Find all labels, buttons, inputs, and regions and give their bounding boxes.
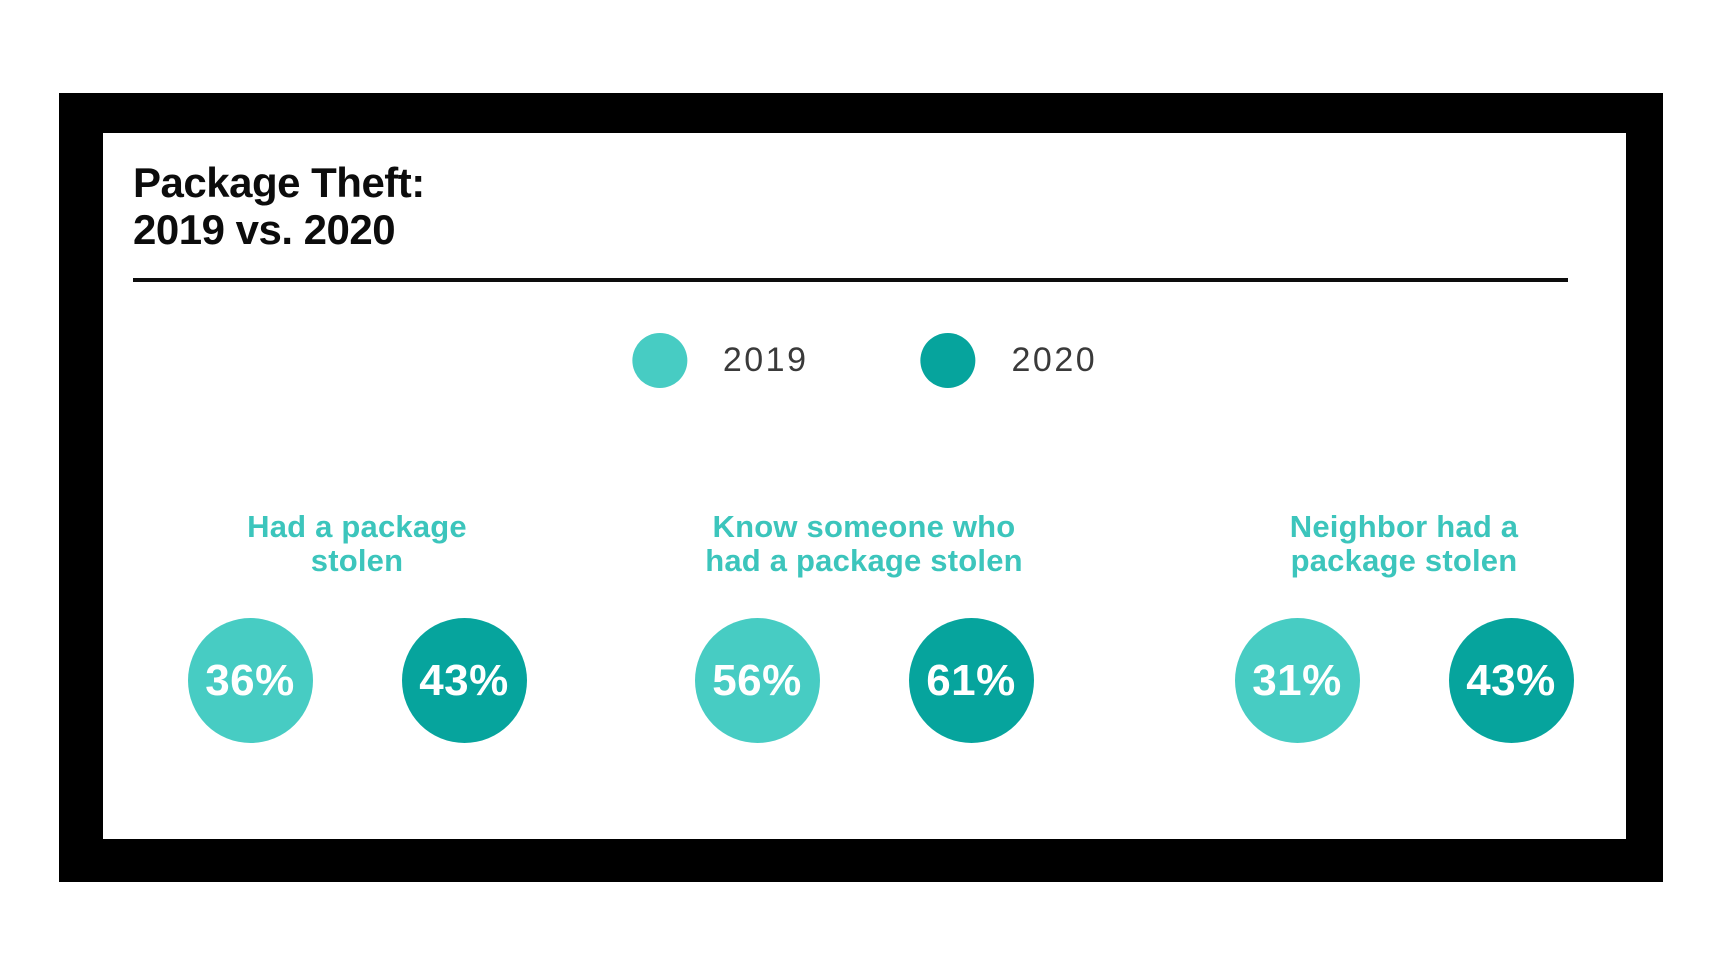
stat-circle-2019: 31% <box>1234 618 1360 743</box>
title-line-1: Package Theft: <box>133 159 425 206</box>
stat-value: 31% <box>1252 655 1342 705</box>
stat-value: 56% <box>712 655 802 705</box>
group-heading-line-2: package stolen <box>1290 543 1518 578</box>
group-heading-line-2: had a package stolen <box>705 543 1023 578</box>
chart-card: Package Theft: 2019 vs. 2020 2019 2020 H… <box>103 133 1626 839</box>
legend-swatch-2019-icon <box>631 333 687 388</box>
legend-label-2019: 2019 <box>722 341 809 379</box>
stat-value: 61% <box>926 655 1016 705</box>
stat-value: 43% <box>1466 655 1556 705</box>
stat-value: 43% <box>419 655 509 705</box>
stat-circle-2020: 43% <box>401 618 527 743</box>
circle-pair: 56% 61% <box>694 618 1034 743</box>
group-heading: Neighbor had a package stolen <box>1290 510 1518 578</box>
circle-pair: 31% 43% <box>1234 618 1574 743</box>
legend-item-2019: 2019 <box>631 333 809 388</box>
circle-pair: 36% 43% <box>187 618 527 743</box>
legend: 2019 2020 <box>631 333 1098 388</box>
group-heading: Had a package stolen <box>247 510 467 578</box>
black-frame: Package Theft: 2019 vs. 2020 2019 2020 H… <box>59 93 1663 882</box>
group-heading-line-1: Had a package <box>247 509 467 544</box>
legend-swatch-2020-icon <box>920 333 976 388</box>
title-line-2: 2019 vs. 2020 <box>133 206 396 253</box>
category-group-know-someone: Know someone who had a package stolen 56… <box>624 510 1104 743</box>
group-heading-line-1: Neighbor had a <box>1289 509 1519 544</box>
category-group-neighbor: Neighbor had a package stolen 31% 43% <box>1164 510 1644 743</box>
group-heading-line-1: Know someone who <box>712 509 1016 544</box>
group-heading-line-2: stolen <box>310 543 404 578</box>
category-group-had-package-stolen: Had a package stolen 36% 43% <box>117 510 597 743</box>
stat-value: 36% <box>205 655 295 705</box>
stat-circle-2020: 61% <box>908 618 1034 743</box>
stat-circle-2019: 36% <box>187 618 313 743</box>
stat-circle-2019: 56% <box>694 618 820 743</box>
group-heading: Know someone who had a package stolen <box>705 510 1023 578</box>
stat-circle-2020: 43% <box>1448 618 1574 743</box>
divider-line <box>133 278 1568 282</box>
legend-item-2020: 2020 <box>920 333 1098 388</box>
legend-label-2020: 2020 <box>1011 341 1098 379</box>
page-title: Package Theft: 2019 vs. 2020 <box>133 159 425 253</box>
